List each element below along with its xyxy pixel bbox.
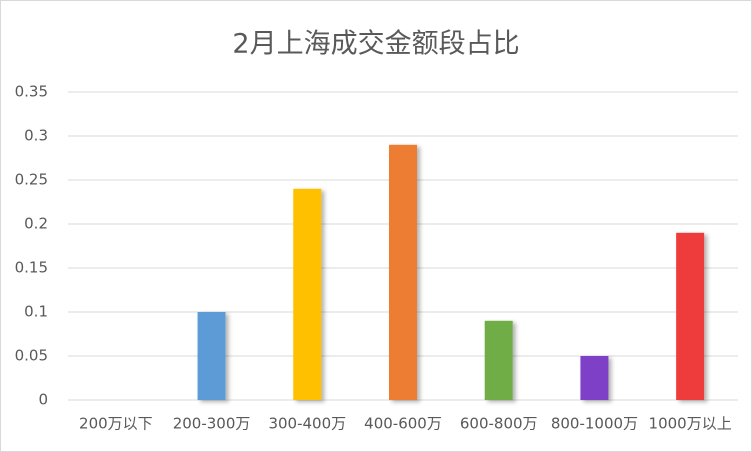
y-tick-label: 0	[38, 391, 48, 409]
bar	[293, 188, 322, 400]
y-tick-label: 0.05	[15, 347, 48, 365]
x-tick-label: 600-800万	[460, 415, 538, 433]
chart-title: 2月上海成交金额段占比	[232, 29, 519, 60]
y-tick-label: 0.35	[15, 83, 48, 101]
x-tick-label: 200万以下	[79, 415, 153, 433]
bar	[580, 356, 609, 400]
y-tick-label: 0.2	[24, 215, 48, 233]
bar	[197, 312, 226, 400]
x-tick-label: 1000万以上	[649, 415, 732, 433]
x-tick-label: 400-600万	[364, 415, 442, 433]
bar	[484, 320, 513, 400]
x-tick-label: 300-400万	[268, 415, 346, 433]
bar	[389, 144, 417, 400]
y-tick-label: 0.1	[24, 303, 48, 321]
y-tick-label: 0.15	[15, 259, 48, 277]
y-tick-label: 0.25	[15, 171, 48, 189]
x-tick-label: 200-300万	[173, 415, 251, 433]
bar	[676, 232, 705, 400]
y-tick-label: 0.3	[24, 127, 48, 145]
x-tick-label: 800-1000万	[551, 415, 638, 433]
